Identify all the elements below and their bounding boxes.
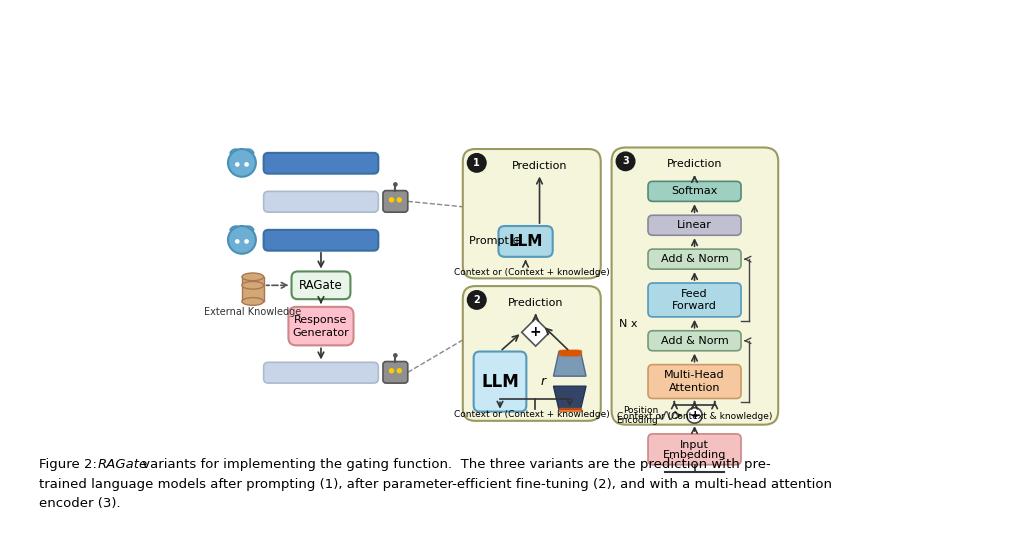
Text: LLM: LLM [508,234,543,249]
Text: Prompt ⊕: Prompt ⊕ [469,236,521,247]
FancyBboxPatch shape [648,215,741,235]
Circle shape [467,154,486,172]
FancyBboxPatch shape [611,147,778,425]
FancyBboxPatch shape [289,307,353,345]
Polygon shape [521,318,550,346]
Text: +: + [689,409,699,422]
FancyBboxPatch shape [263,153,378,174]
Circle shape [396,197,402,203]
Text: Position
Encoding: Position Encoding [616,406,658,425]
Text: Context or (Context + knowledge): Context or (Context + knowledge) [454,410,609,419]
Circle shape [396,368,402,374]
Wedge shape [242,149,254,155]
FancyBboxPatch shape [263,191,378,212]
Text: variants for implementing the gating function.  The three variants are the predi: variants for implementing the gating fun… [138,458,771,471]
Circle shape [467,291,486,309]
Circle shape [234,239,240,244]
Circle shape [616,152,635,170]
Polygon shape [554,352,586,376]
Text: N x: N x [620,319,638,329]
Text: Embedding: Embedding [663,450,726,460]
Text: Input: Input [680,440,709,450]
Text: Attention: Attention [669,383,720,393]
Text: 3: 3 [623,157,629,166]
Ellipse shape [242,273,263,281]
FancyBboxPatch shape [383,362,408,383]
FancyBboxPatch shape [463,149,601,278]
Bar [242,277,263,301]
FancyBboxPatch shape [292,271,350,299]
FancyBboxPatch shape [499,226,553,257]
Text: Softmax: Softmax [672,187,718,196]
Text: RAGate: RAGate [299,279,343,292]
Text: Response: Response [294,315,348,325]
Text: Context or (Context & knowledge): Context or (Context & knowledge) [616,413,772,421]
Circle shape [389,368,394,374]
Wedge shape [230,149,242,155]
Circle shape [228,149,256,177]
Circle shape [393,182,397,187]
Text: 2: 2 [473,295,480,305]
Ellipse shape [242,297,263,306]
Circle shape [234,162,240,167]
Text: LLM: LLM [481,373,519,391]
Circle shape [245,162,249,167]
Text: External Knowledge: External Knowledge [204,307,301,317]
FancyBboxPatch shape [648,283,741,317]
Circle shape [389,197,394,203]
Text: Forward: Forward [672,301,717,311]
FancyBboxPatch shape [383,191,408,212]
Ellipse shape [242,281,263,289]
Polygon shape [554,386,586,410]
Text: Prediction: Prediction [667,159,722,169]
Wedge shape [242,226,254,232]
Circle shape [245,239,249,244]
FancyBboxPatch shape [648,331,741,351]
FancyBboxPatch shape [474,352,526,412]
Text: Prediction: Prediction [508,298,563,308]
Text: trained language models after prompting (1), after parameter-efficient fine-tuni: trained language models after prompting … [39,478,831,491]
Text: Add & Norm: Add & Norm [660,336,728,346]
Text: Context or (Context + knowledge): Context or (Context + knowledge) [454,267,609,277]
Text: Feed: Feed [681,289,708,299]
Text: Multi-Head: Multi-Head [665,370,725,381]
Circle shape [687,408,702,423]
Text: Prediction: Prediction [512,161,567,171]
Text: Figure 2:: Figure 2: [39,458,101,471]
FancyBboxPatch shape [263,230,378,251]
Text: Generator: Generator [293,328,349,338]
FancyBboxPatch shape [648,181,741,202]
Text: encoder (3).: encoder (3). [39,497,121,510]
FancyBboxPatch shape [648,249,741,269]
Text: RAGate: RAGate [97,458,147,471]
Text: 1: 1 [473,158,480,168]
FancyBboxPatch shape [263,362,378,383]
Text: Linear: Linear [677,220,712,230]
Text: r: r [541,375,546,388]
Circle shape [228,226,256,254]
Text: +: + [529,325,542,339]
Text: Add & Norm: Add & Norm [660,254,728,264]
FancyBboxPatch shape [648,434,741,465]
FancyBboxPatch shape [648,364,741,398]
FancyBboxPatch shape [463,286,601,421]
Wedge shape [230,226,242,232]
Circle shape [393,353,397,358]
